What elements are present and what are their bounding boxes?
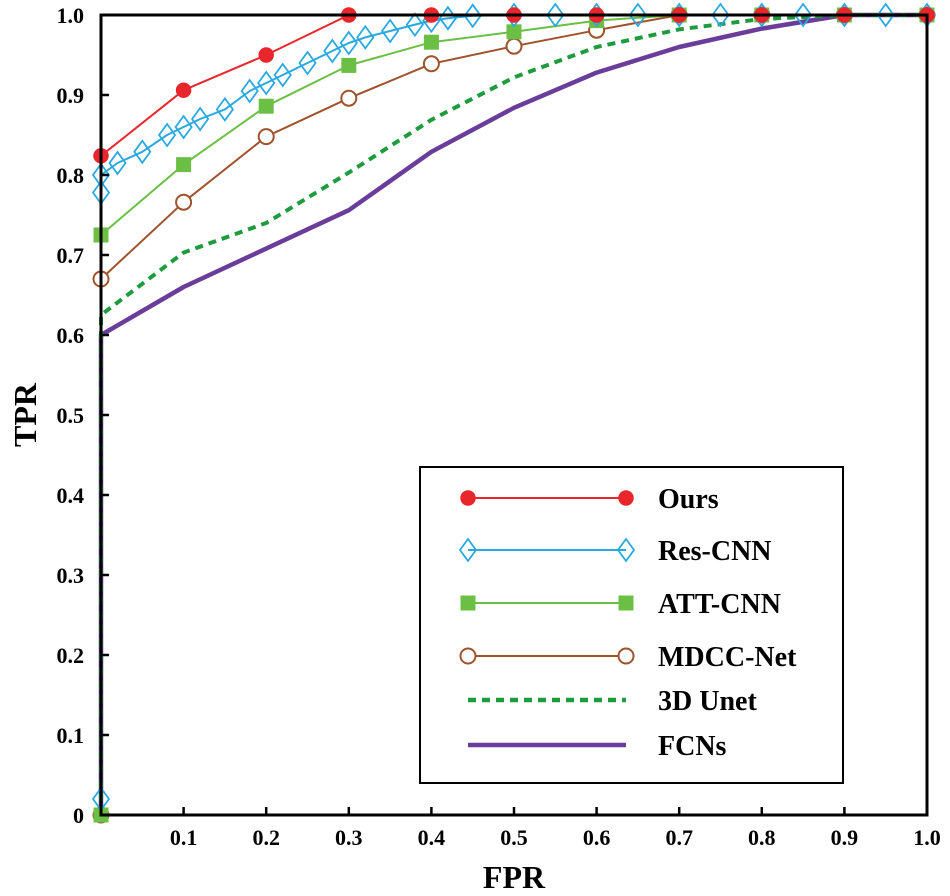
legend-swatch-marker (617, 647, 635, 665)
legend-swatch-marker (618, 595, 634, 611)
y-tick-label: 1.0 (57, 3, 85, 28)
legend-swatch-marker (616, 537, 636, 563)
data-point-res-cnn (793, 2, 813, 28)
data-point-att-cnn (258, 98, 274, 114)
data-point-res-cnn (174, 114, 193, 140)
data-point-res-cnn (191, 106, 210, 132)
data-point-res-cnn (711, 2, 730, 28)
data-point-mdcc-net (257, 128, 275, 146)
data-point-ours (175, 82, 192, 98)
data-point-mdcc-net (340, 89, 358, 107)
y-tick-label: 0.5 (57, 403, 85, 428)
data-point-res-cnn (628, 2, 648, 28)
data-point-ours (258, 47, 274, 63)
data-point-res-cnn (257, 70, 276, 96)
data-point-res-cnn (133, 139, 152, 165)
data-point-att-cnn (176, 157, 192, 173)
x-tick-label: 0.2 (252, 825, 280, 850)
legend-swatch-marker (458, 537, 478, 563)
data-point-res-cnn (876, 2, 895, 28)
x-tick-label: 0.9 (831, 825, 859, 850)
x-axis-title: FPR (483, 859, 546, 895)
legend-swatch-marker (459, 647, 477, 665)
data-point-mdcc-net (422, 55, 440, 73)
series-3d-unet (99, 13, 927, 815)
data-point-res-cnn (108, 150, 127, 176)
y-tick-label: 0.6 (57, 323, 85, 348)
legend-box (419, 466, 844, 784)
x-tick-label: 0.5 (500, 825, 528, 850)
data-point-res-cnn (323, 38, 342, 64)
legend-item-3d-unet: 3D Unet (468, 686, 757, 717)
x-tick-label: 0.8 (748, 825, 776, 850)
legend-label: Res-CNN (658, 536, 772, 567)
data-point-mdcc-net (505, 37, 523, 55)
data-point-res-cnn (273, 62, 292, 88)
x-tick-label: 0.3 (335, 825, 363, 850)
x-tick-label: 0.4 (418, 825, 446, 850)
data-point-att-cnn (341, 57, 357, 73)
y-tick-label: 0.9 (57, 83, 85, 108)
y-tick-label: 0.4 (57, 483, 85, 508)
legend-swatch-marker (460, 595, 476, 611)
y-tick-label: 0.2 (57, 643, 85, 668)
legend-swatch-marker (460, 490, 476, 506)
legend-item-mdcc-net: MDCC-Net (459, 642, 797, 673)
x-tick-label: 0.1 (170, 825, 198, 850)
legend-swatch-marker (618, 490, 634, 506)
data-point-att-cnn (423, 34, 439, 50)
data-point-res-cnn (339, 30, 358, 56)
data-point-res-cnn (215, 96, 235, 122)
data-point-res-cnn (240, 78, 259, 104)
data-point-res-cnn (405, 12, 424, 38)
legend-label: FCNs (658, 731, 727, 762)
legend-label: MDCC-Net (658, 642, 797, 673)
data-point-res-cnn (463, 3, 482, 29)
y-tick-label: 0.3 (57, 563, 85, 588)
data-point-mdcc-net (175, 193, 193, 211)
series-line-3d-unet (99, 13, 927, 815)
y-tick-label: 0.7 (57, 243, 85, 268)
legend-label: 3D Unet (658, 686, 757, 717)
series-line-fcns (98, 12, 927, 815)
y-tick-label: 0.1 (57, 723, 85, 748)
data-point-res-cnn (380, 18, 400, 44)
series-fcns (98, 12, 927, 815)
y-axis-title: TPR (7, 382, 43, 447)
data-point-res-cnn (356, 24, 375, 50)
data-point-res-cnn (298, 50, 317, 76)
legend: Ours Res-CNN ATT-CNN MDCC-Net 3D Unet FCNs (419, 466, 844, 784)
x-tick-label: 0.7 (665, 825, 693, 850)
y-tick-label: 0.8 (57, 163, 85, 188)
data-point-res-cnn (157, 122, 177, 148)
legend-label: ATT-CNN (658, 589, 781, 620)
data-point-res-cnn (546, 2, 565, 28)
legend-item-res-cnn: Res-CNN (458, 536, 772, 567)
y-tick-label: 0 (73, 803, 84, 828)
legend-item-att-cnn: ATT-CNN (460, 589, 781, 620)
axis-ticks: 0.1 0.2 0.3 0.4 0.5 0.6 0.7 0.8 0.9 1.0 0 0.1 0.2 0.3… (57, 3, 941, 850)
x-tick-label: 0.6 (583, 825, 611, 850)
x-tick-label: 1.0 (913, 825, 941, 850)
legend-label: Ours (658, 484, 719, 515)
legend-item-ours: Ours (460, 484, 719, 515)
legend-item-fcns: FCNs (468, 731, 727, 762)
